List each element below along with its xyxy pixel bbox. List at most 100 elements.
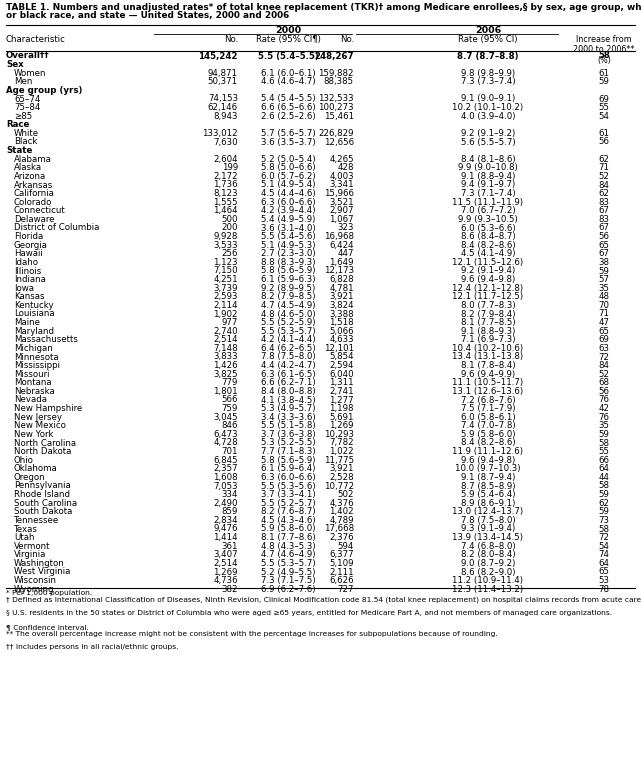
Text: 62: 62 — [599, 189, 610, 198]
Text: Georgia: Georgia — [14, 241, 48, 249]
Text: 5.1 (4.9–5.4): 5.1 (4.9–5.4) — [261, 181, 315, 189]
Text: 11.9 (11.1–12.6): 11.9 (11.1–12.6) — [453, 447, 524, 456]
Text: 61: 61 — [599, 129, 610, 138]
Text: 2,114: 2,114 — [213, 301, 238, 310]
Text: New Jersey: New Jersey — [14, 413, 62, 422]
Text: 4.5 (4.3–4.6): 4.5 (4.3–4.6) — [261, 516, 315, 525]
Text: 977: 977 — [222, 318, 238, 327]
Text: 248,267: 248,267 — [314, 52, 354, 60]
Text: 2,111: 2,111 — [329, 567, 354, 577]
Text: 48: 48 — [599, 293, 610, 301]
Text: 382: 382 — [222, 584, 238, 594]
Text: 55: 55 — [599, 447, 610, 456]
Text: South Carolina: South Carolina — [14, 499, 77, 508]
Text: 9.1 (8.8–9.4): 9.1 (8.8–9.4) — [461, 172, 515, 181]
Text: 72: 72 — [599, 533, 610, 542]
Text: 1,464: 1,464 — [213, 206, 238, 215]
Text: 361: 361 — [222, 542, 238, 550]
Text: ≥85: ≥85 — [14, 112, 32, 120]
Text: 8.7 (8.7–8.8): 8.7 (8.7–8.8) — [457, 52, 519, 60]
Text: 78: 78 — [599, 584, 610, 594]
Text: 47: 47 — [599, 318, 610, 327]
Text: 44: 44 — [599, 473, 610, 482]
Text: 5.4 (4.9–5.9): 5.4 (4.9–5.9) — [261, 215, 315, 224]
Text: 5.7 (5.6–5.7): 5.7 (5.6–5.7) — [261, 129, 315, 138]
Text: 7,053: 7,053 — [213, 482, 238, 490]
Text: 9.9 (9.0–10.8): 9.9 (9.0–10.8) — [458, 164, 518, 172]
Text: 594: 594 — [338, 542, 354, 550]
Text: Kansas: Kansas — [14, 293, 44, 301]
Text: ¶ Confidence interval.: ¶ Confidence interval. — [6, 624, 89, 630]
Text: 12,656: 12,656 — [324, 137, 354, 147]
Text: 8.2 (8.0–8.4): 8.2 (8.0–8.4) — [461, 550, 515, 559]
Text: 64: 64 — [599, 464, 610, 473]
Text: 3.7 (3.3–4.1): 3.7 (3.3–4.1) — [261, 490, 315, 499]
Text: 6.1 (5.9–6.4): 6.1 (5.9–6.4) — [261, 464, 315, 473]
Text: 226,829: 226,829 — [319, 129, 354, 138]
Text: 145,242: 145,242 — [199, 52, 238, 60]
Text: 5.6 (5.5–5.7): 5.6 (5.5–5.7) — [461, 137, 515, 147]
Text: 35: 35 — [599, 283, 610, 293]
Text: 8.4 (8.1–8.6): 8.4 (8.1–8.6) — [461, 154, 515, 164]
Text: 58: 58 — [599, 524, 610, 533]
Text: 4.8 (4.6–5.0): 4.8 (4.6–5.0) — [261, 310, 315, 319]
Text: South Dakota: South Dakota — [14, 507, 72, 516]
Text: 3,825: 3,825 — [213, 370, 238, 379]
Text: 7.3 (7.3–7.4): 7.3 (7.3–7.4) — [461, 77, 515, 86]
Text: 11.5 (11.1–11.9): 11.5 (11.1–11.9) — [453, 198, 524, 207]
Text: Age group (yrs): Age group (yrs) — [6, 86, 83, 95]
Text: 8.0 (7.7–8.3): 8.0 (7.7–8.3) — [461, 301, 515, 310]
Text: 8.6 (8.2–9.0): 8.6 (8.2–9.0) — [461, 567, 515, 577]
Text: 5.2 (4.9–5.5): 5.2 (4.9–5.5) — [261, 567, 315, 577]
Text: 5.8 (5.6–5.9): 5.8 (5.6–5.9) — [261, 455, 315, 465]
Text: 323: 323 — [338, 224, 354, 232]
Text: 7,150: 7,150 — [213, 266, 238, 276]
Text: 7,782: 7,782 — [329, 438, 354, 448]
Text: 9.2 (9.1–9.2): 9.2 (9.1–9.2) — [461, 129, 515, 138]
Text: or black race, and state — United States, 2000 and 2006: or black race, and state — United States… — [6, 11, 289, 20]
Text: 5.4 (5.4–5.5): 5.4 (5.4–5.5) — [261, 94, 315, 103]
Text: 5.8 (5.6–5.9): 5.8 (5.6–5.9) — [261, 266, 315, 276]
Text: 75–84: 75–84 — [14, 103, 40, 112]
Text: Missouri: Missouri — [14, 370, 49, 379]
Text: Kentucky: Kentucky — [14, 301, 54, 310]
Text: 1,608: 1,608 — [213, 473, 238, 482]
Text: 6.3 (6.1–6.5): 6.3 (6.1–6.5) — [261, 370, 315, 379]
Text: 9.4 (9.1–9.7): 9.4 (9.1–9.7) — [461, 181, 515, 189]
Text: 8,123: 8,123 — [213, 189, 238, 198]
Text: 6,828: 6,828 — [329, 275, 354, 284]
Text: 7.8 (7.5–8.0): 7.8 (7.5–8.0) — [461, 516, 515, 525]
Text: Ohio: Ohio — [14, 455, 34, 465]
Text: 94,871: 94,871 — [208, 69, 238, 78]
Text: 447: 447 — [338, 249, 354, 259]
Text: 3,341: 3,341 — [329, 181, 354, 189]
Text: 13.4 (13.1–13.8): 13.4 (13.1–13.8) — [453, 353, 524, 361]
Text: 200: 200 — [222, 224, 238, 232]
Text: 67: 67 — [599, 206, 610, 215]
Text: 159,882: 159,882 — [319, 69, 354, 78]
Text: 69: 69 — [599, 94, 610, 103]
Text: North Carolina: North Carolina — [14, 438, 76, 448]
Text: 6.3 (6.0–6.6): 6.3 (6.0–6.6) — [261, 198, 315, 207]
Text: 2,357: 2,357 — [213, 464, 238, 473]
Text: 2,376: 2,376 — [329, 533, 354, 542]
Text: 66: 66 — [599, 455, 610, 465]
Text: 846: 846 — [222, 422, 238, 430]
Text: 2,528: 2,528 — [329, 473, 354, 482]
Text: 5.5 (5.2–5.7): 5.5 (5.2–5.7) — [261, 499, 315, 508]
Text: 6,040: 6,040 — [329, 370, 354, 379]
Text: 56: 56 — [599, 232, 610, 241]
Text: 67: 67 — [599, 224, 610, 232]
Text: 5.9 (5.4–6.4): 5.9 (5.4–6.4) — [461, 490, 515, 499]
Text: 1,426: 1,426 — [213, 361, 238, 370]
Text: 5.5 (5.2–5.9): 5.5 (5.2–5.9) — [261, 318, 315, 327]
Text: 5.5 (5.1–5.8): 5.5 (5.1–5.8) — [261, 422, 315, 430]
Text: 4.0 (3.9–4.0): 4.0 (3.9–4.0) — [461, 112, 515, 120]
Text: 6.0 (5.3–6.6): 6.0 (5.3–6.6) — [461, 224, 515, 232]
Text: 7.1 (6.9–7.3): 7.1 (6.9–7.3) — [461, 335, 515, 344]
Text: 53: 53 — [599, 576, 610, 585]
Text: 6.9 (6.2–7.6): 6.9 (6.2–7.6) — [261, 584, 315, 594]
Text: 59: 59 — [599, 430, 610, 439]
Text: 84: 84 — [599, 361, 610, 370]
Text: 7.3 (7.1–7.5): 7.3 (7.1–7.5) — [261, 576, 315, 585]
